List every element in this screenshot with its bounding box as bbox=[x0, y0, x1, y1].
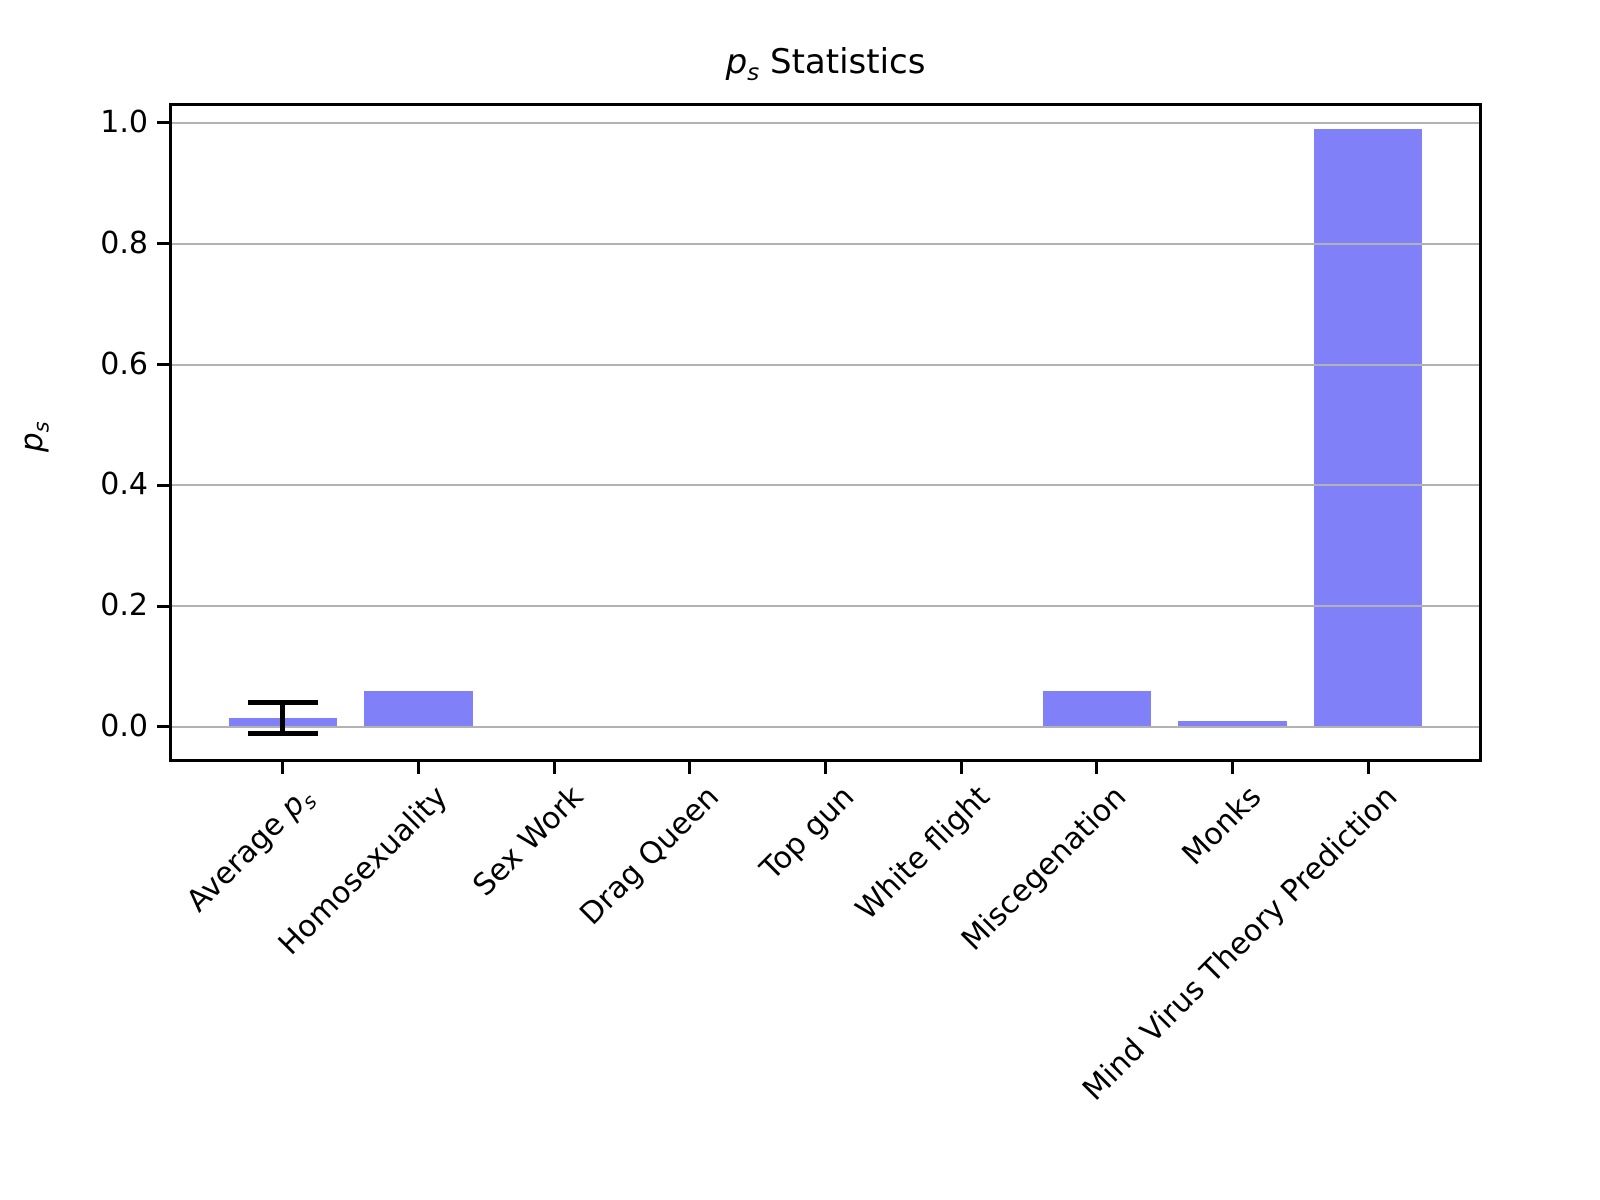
y-tick bbox=[157, 604, 169, 608]
gridline bbox=[169, 484, 1482, 487]
gridline bbox=[169, 242, 1482, 245]
x-tick-label-5: White flight bbox=[849, 779, 998, 927]
x-tick bbox=[1366, 762, 1370, 774]
y-axis-label-sub-s: s bbox=[28, 421, 54, 433]
spine-left bbox=[169, 103, 172, 762]
x-tick bbox=[688, 762, 692, 774]
gridline bbox=[169, 605, 1482, 608]
y-tick bbox=[157, 363, 169, 367]
x-tick bbox=[824, 762, 827, 774]
x-tick bbox=[1095, 762, 1099, 774]
bar bbox=[1042, 690, 1152, 727]
y-tick bbox=[157, 725, 169, 729]
error-bar-stem bbox=[280, 702, 286, 733]
chart-title-math-p: p bbox=[725, 42, 748, 82]
error-bar-cap-top bbox=[247, 700, 318, 706]
x-tick-label-text: Average bbox=[179, 800, 299, 919]
gridline bbox=[169, 363, 1482, 366]
spine-right bbox=[1479, 103, 1482, 762]
x-tick-label-7: Monks bbox=[1175, 779, 1269, 873]
y-tick-label: 0.4 bbox=[100, 467, 148, 503]
x-tick bbox=[281, 762, 285, 774]
bar bbox=[364, 690, 473, 727]
plot-area bbox=[169, 103, 1482, 762]
y-tick-label: 0.8 bbox=[100, 225, 148, 261]
gridline bbox=[169, 121, 1482, 124]
error-bar-cap-bottom bbox=[247, 730, 318, 736]
chart-title-sub-s: s bbox=[747, 59, 760, 86]
y-tick bbox=[157, 242, 169, 246]
x-tick-label-text: White flight bbox=[849, 779, 998, 927]
chart-title-text: Statistics bbox=[759, 42, 926, 82]
x-tick-label-text: Drag Queen bbox=[573, 779, 726, 932]
bar bbox=[1178, 720, 1287, 727]
bar bbox=[1313, 128, 1423, 727]
y-tick-label: 1.0 bbox=[100, 104, 148, 140]
y-axis-label-math-p: p bbox=[14, 432, 50, 452]
x-tick-label-text: Sex Work bbox=[466, 779, 591, 904]
y-tick bbox=[157, 121, 169, 125]
gridline bbox=[169, 725, 1482, 728]
x-tick-label-2: Sex Work bbox=[466, 779, 591, 904]
x-tick-label-0: Average ps bbox=[179, 780, 325, 925]
x-tick-label-text: Top gun bbox=[753, 779, 862, 887]
y-tick-label: 0.2 bbox=[100, 588, 148, 624]
x-tick bbox=[959, 762, 963, 774]
x-tick bbox=[552, 762, 556, 774]
x-tick-label-4: Top gun bbox=[753, 779, 862, 887]
x-tick bbox=[417, 762, 421, 774]
y-tick-label: 0.0 bbox=[100, 708, 148, 744]
x-tick bbox=[1230, 762, 1234, 774]
spine-top bbox=[169, 103, 1482, 106]
y-axis-label: ps bbox=[14, 421, 53, 452]
x-tick-label-3: Drag Queen bbox=[573, 779, 726, 932]
spine-bottom bbox=[169, 759, 1482, 762]
y-tick-label: 0.6 bbox=[100, 346, 148, 382]
chart-title: ps Statistics bbox=[169, 42, 1482, 86]
y-tick bbox=[157, 483, 169, 487]
x-tick-label-text: Monks bbox=[1175, 779, 1269, 873]
